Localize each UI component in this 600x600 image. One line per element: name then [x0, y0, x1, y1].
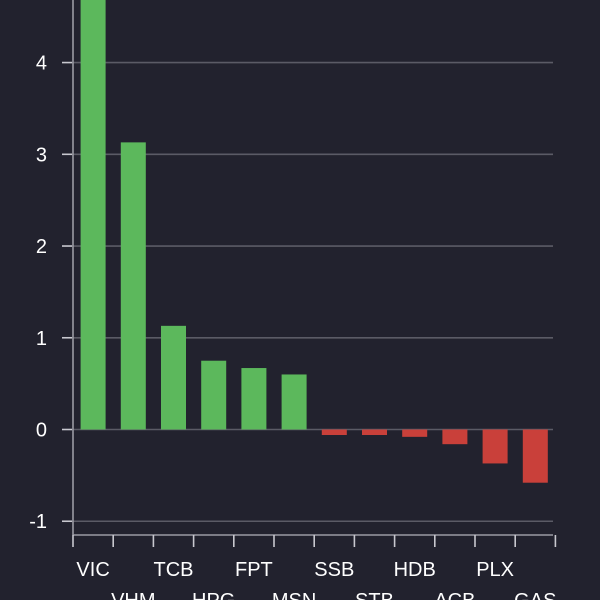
- y-tick-label: 0: [36, 420, 47, 442]
- x-ticks: VICVHM TCB HPGFPT MSN SSBSTBHDB ACBPLXGAS: [72, 535, 556, 600]
- y-tick-label: 1: [36, 328, 47, 350]
- x-tick-label-fpt: FPT: [235, 559, 273, 581]
- x-tick-label-vic: VIC: [76, 559, 109, 581]
- bar-hpg: [201, 360, 227, 430]
- bar-stb: [362, 429, 387, 436]
- y-tick-label: 3: [36, 144, 47, 166]
- x-tick-label-hpg: HPG: [192, 590, 235, 600]
- x-tick-label-acb: ACB: [434, 590, 475, 600]
- x-tick-label-ssb: SSB: [314, 559, 354, 581]
- x-tick-label-plx: PLX: [476, 559, 514, 581]
- bar-vhm: [120, 142, 146, 430]
- bars: [80, 0, 548, 483]
- bar-vic: [80, 0, 106, 430]
- y-tick-label: -1: [29, 511, 47, 533]
- bar-fpt: [241, 368, 267, 430]
- bar-ssb: [321, 429, 347, 436]
- x-tick-label-gas: GAS: [514, 590, 556, 600]
- bar-acb: [442, 429, 468, 445]
- bar-plx: [482, 429, 508, 464]
- y-tick-label: 4: [36, 53, 47, 75]
- bar-tcb: [161, 325, 186, 430]
- bar-gas: [522, 429, 548, 483]
- grid-lines: [72, 61, 553, 523]
- y-ticks: -1 0 1 2 3 4: [29, 53, 72, 533]
- bar-msn: [281, 374, 307, 430]
- x-tick-label-tcb: TCB: [154, 559, 194, 581]
- x-tick-label-hdb: HDB: [394, 559, 436, 581]
- bar-hdb: [402, 429, 428, 437]
- x-tick-label-vhm: VHM: [111, 590, 155, 600]
- x-tick-label-msn: MSN: [272, 590, 316, 600]
- y-tick-label: 2: [36, 236, 47, 258]
- x-tick-label-stb: STB: [355, 590, 394, 600]
